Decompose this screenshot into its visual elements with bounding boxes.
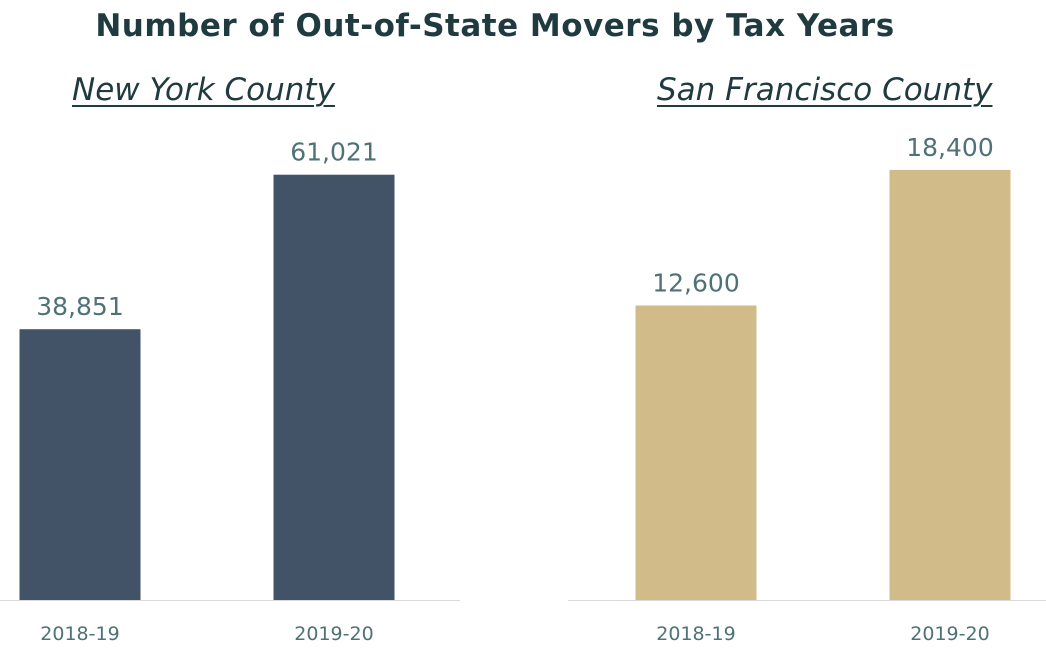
data-label-san-francisco-2019-20: 18,400 — [906, 133, 993, 162]
tick-label-san-francisco-2019-20: 2019-20 — [910, 623, 989, 645]
chart-title-new-york: New York County — [72, 72, 335, 108]
bar-san-francisco-2019-20 — [889, 169, 1011, 600]
bar-new-york-2019-20 — [273, 174, 395, 600]
page-title: Number of Out-of-State Movers by Tax Yea… — [95, 8, 895, 44]
bar-san-francisco-2018-19 — [635, 305, 757, 600]
data-label-san-francisco-2018-19: 12,600 — [652, 268, 739, 297]
data-label-new-york-2018-19: 38,851 — [36, 292, 123, 321]
bar-new-york-2018-19 — [19, 329, 141, 600]
data-label-new-york-2019-20: 61,021 — [290, 138, 377, 167]
tick-label-new-york-2018-19: 2018-19 — [40, 623, 119, 645]
tick-label-san-francisco-2018-19: 2018-19 — [656, 623, 735, 645]
chart-title-san-francisco: San Francisco County — [657, 72, 993, 108]
tick-label-new-york-2019-20: 2019-20 — [294, 623, 373, 645]
